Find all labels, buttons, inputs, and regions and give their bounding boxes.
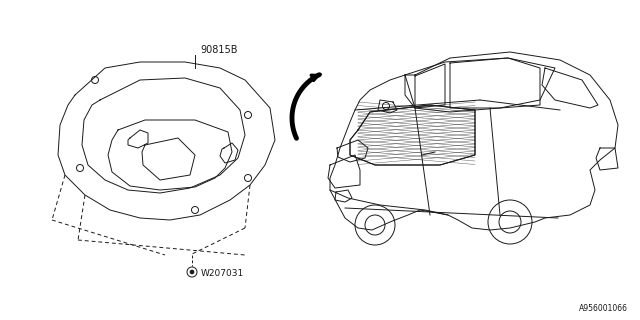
Circle shape bbox=[190, 270, 194, 274]
Text: W207031: W207031 bbox=[201, 268, 244, 277]
Text: 90815B: 90815B bbox=[200, 45, 237, 55]
Text: A956001066: A956001066 bbox=[579, 304, 628, 313]
